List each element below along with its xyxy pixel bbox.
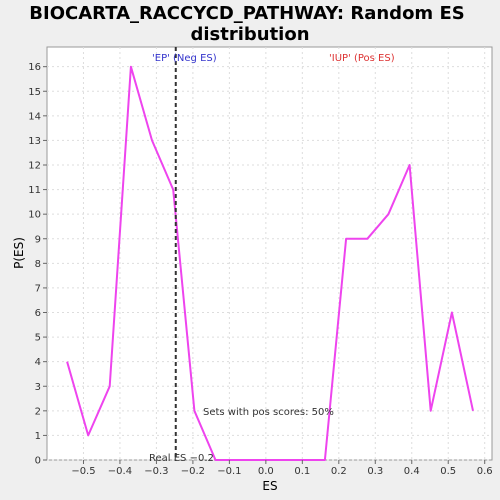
x-axis-label: ES [262, 479, 277, 493]
axes: −0.5 −0.4 −0.3 −0.2 −0.1 0.0 0.1 0.2 0.3 0.4 0.5 0.… [28, 62, 492, 477]
y-tick-label: 9 [35, 234, 41, 245]
neg-es-label: 'EP' (Neg ES) [152, 53, 217, 64]
chart-title-line1: BIOCARTA_RACCYCD_PATHWAY: Random ES [29, 3, 464, 24]
plot-area [46, 46, 493, 461]
x-tick-label: −0.1 [217, 466, 241, 477]
y-tick-label: 2 [35, 406, 41, 417]
y-tick-label: 3 [35, 382, 41, 393]
pos-es-label: 'IUP' (Pos ES) [329, 53, 395, 64]
x-tick-label: 0.4 [404, 466, 420, 477]
y-tick-label: 13 [28, 136, 41, 147]
y-tick-label: 5 [35, 333, 41, 344]
y-tick-label: 16 [28, 62, 41, 73]
x-tick-label: 0.6 [477, 466, 493, 477]
y-tick-label: 15 [28, 87, 41, 98]
x-tick-label: 0.3 [367, 466, 383, 477]
chart-title-line2: distribution [190, 24, 309, 45]
y-tick-label: 14 [28, 111, 41, 122]
x-tick-label: −0.5 [71, 466, 95, 477]
x-tick-label: 0.1 [294, 466, 310, 477]
es-distribution-line [66, 65, 474, 461]
gridlines [47, 47, 492, 461]
real-es-label: Real ES −0.2 [149, 453, 214, 464]
y-tick-label: 11 [28, 185, 41, 196]
y-tick-label: 1 [35, 431, 41, 442]
y-tick-label: 7 [35, 283, 41, 294]
x-tick-label: −0.3 [144, 466, 168, 477]
y-tick-label: 10 [28, 210, 41, 221]
series-layer [66, 65, 474, 461]
y-tick-label: 6 [35, 308, 41, 319]
x-tick-label: 0.5 [440, 466, 456, 477]
x-tick-label: 0.0 [258, 466, 274, 477]
y-tick-label: 12 [28, 161, 41, 172]
x-tick-label: −0.2 [181, 466, 205, 477]
y-axis-label: P(ES) [12, 237, 26, 269]
y-tick-label: 4 [35, 357, 41, 368]
x-tick-label: 0.2 [331, 466, 347, 477]
pos-scores-annotation: Sets with pos scores: 50% [203, 407, 334, 418]
x-tick-label: −0.4 [108, 466, 132, 477]
y-tick-label: 0 [35, 456, 41, 467]
y-tick-label: 8 [35, 259, 41, 270]
